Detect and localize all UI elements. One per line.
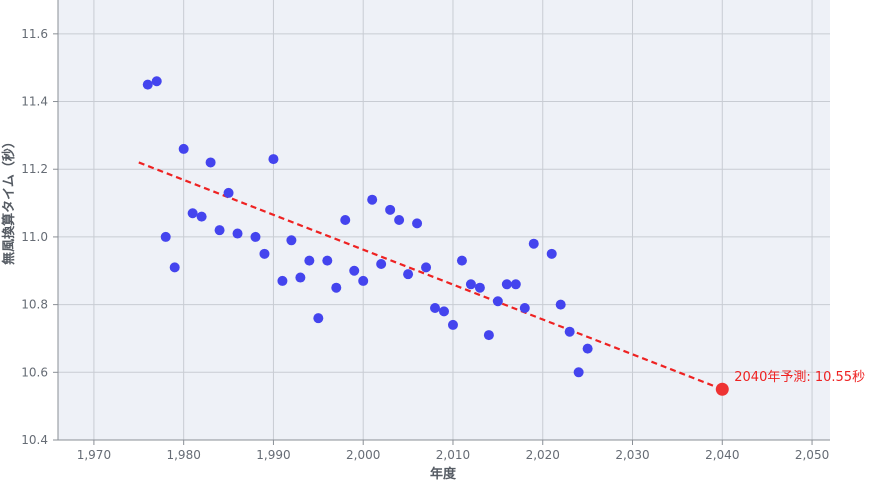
- data-point: [340, 215, 351, 225]
- y-tick-label: 11.2: [21, 162, 48, 176]
- data-point: [456, 255, 467, 266]
- data-point: [465, 279, 476, 290]
- data-point: [349, 265, 360, 276]
- data-point: [250, 231, 261, 242]
- data-point: [187, 208, 198, 219]
- x-tick-label: 2,020: [526, 448, 560, 462]
- x-axis-title: 年度: [430, 466, 457, 482]
- data-point: [421, 262, 432, 273]
- data-point: [142, 79, 153, 90]
- data-point: [232, 228, 243, 239]
- data-point: [412, 218, 423, 229]
- data-point: [501, 279, 512, 290]
- data-point: [178, 143, 189, 154]
- prediction-layer: 2040年予測: 10.55秒: [715, 370, 865, 396]
- data-point: [277, 275, 288, 286]
- prediction-point: [715, 382, 729, 396]
- x-tick-label: 2,000: [346, 448, 380, 462]
- data-point: [394, 215, 405, 225]
- y-axis-title: 無風換算タイム（秒）: [1, 135, 17, 265]
- data-point: [483, 330, 494, 341]
- data-point: [555, 299, 566, 310]
- x-tick-label: 2,040: [705, 448, 739, 462]
- data-point: [322, 255, 333, 266]
- data-point: [367, 194, 378, 205]
- trend-line-layer: [138, 161, 723, 391]
- data-point: [564, 326, 575, 337]
- data-point: [546, 248, 557, 259]
- data-point: [160, 231, 171, 242]
- plot-area: [58, 0, 830, 440]
- data-point: [223, 187, 234, 198]
- prediction-annotation: 2040年予測: 10.55秒: [734, 370, 865, 385]
- y-tick-label: 11.0: [21, 230, 48, 244]
- y-tick-label: 10.8: [21, 298, 48, 312]
- x-tick-label: 2,050: [795, 448, 829, 462]
- data-point: [528, 238, 539, 249]
- trend-line: [138, 161, 723, 391]
- x-tick-label: 1,990: [256, 448, 290, 462]
- data-point: [510, 279, 521, 290]
- data-point: [430, 303, 441, 313]
- data-point: [268, 154, 279, 165]
- data-point: [304, 255, 315, 266]
- y-tick-label: 11.4: [21, 95, 48, 109]
- data-point: [376, 259, 387, 269]
- data-point: [447, 319, 458, 330]
- data-point: [439, 306, 449, 317]
- x-tick-label: 1,980: [166, 448, 200, 462]
- data-point: [573, 367, 584, 378]
- y-tick-label: 10.6: [21, 365, 48, 379]
- x-tick-label: 2,010: [436, 448, 470, 462]
- axes: 1,970 1,980 1,990 2,000 2,010 2,020 2,030 2,040…: [21, 0, 830, 462]
- data-point: [295, 272, 306, 283]
- data-point: [313, 313, 324, 324]
- x-tick-label: 1,970: [77, 448, 111, 462]
- data-point: [492, 296, 503, 307]
- data-point: [331, 282, 342, 293]
- x-tick-label: 2,030: [615, 448, 649, 462]
- data-point: [151, 76, 162, 87]
- data-point: [403, 269, 414, 280]
- data-point: [474, 282, 485, 293]
- data-point: [385, 204, 396, 215]
- data-point: [169, 262, 180, 273]
- data-point: [582, 343, 593, 354]
- y-tick-label: 10.4: [21, 433, 48, 447]
- data-point: [519, 303, 530, 313]
- data-point: [214, 225, 225, 236]
- data-point: [205, 157, 216, 168]
- data-point: [358, 275, 369, 286]
- data-point: [259, 248, 270, 259]
- data-point: [286, 235, 297, 246]
- data-point: [196, 211, 207, 222]
- y-tick-label: 11.6: [21, 27, 48, 41]
- data-points: [142, 76, 593, 378]
